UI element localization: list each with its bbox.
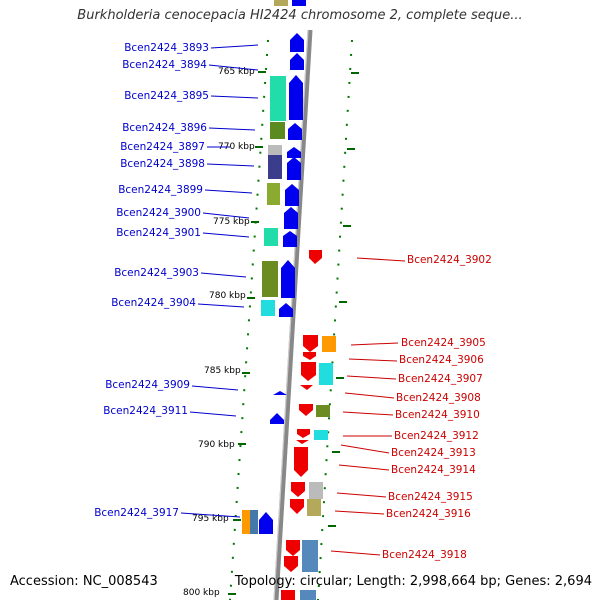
gene-label-right[interactable]: Bcen2424_3918 — [382, 549, 467, 561]
tick-label: 795 kbp — [192, 514, 229, 524]
gene-label-right[interactable]: Bcen2424_3914 — [391, 464, 476, 476]
map-title: Burkholderia cenocepacia HI2424 chromoso… — [77, 8, 523, 23]
gene-label-right[interactable]: Bcen2424_3902 — [407, 254, 492, 266]
gene-label-right[interactable]: Bcen2424_3907 — [398, 373, 483, 385]
gene-label-right[interactable]: Bcen2424_3906 — [399, 354, 484, 366]
tick-marks — [228, 71, 359, 595]
tick-label: 765 kbp — [218, 67, 255, 77]
accession-label: Accession: NC_008543 — [10, 574, 158, 589]
gene-label-right[interactable]: Bcen2424_3912 — [394, 430, 479, 442]
right-leader-lines — [330, 257, 406, 556]
gene-label-right[interactable]: Bcen2424_3908 — [396, 392, 481, 404]
gene-label-left[interactable]: Bcen2424_3900 — [116, 207, 201, 219]
gene-label-left[interactable]: Bcen2424_3899 — [118, 184, 203, 196]
gene-label-left[interactable]: Bcen2424_3896 — [122, 122, 207, 134]
gene-label-right[interactable]: Bcen2424_3910 — [395, 409, 480, 421]
gene-label-left[interactable]: Bcen2424_3894 — [122, 59, 207, 71]
gene-label-left[interactable]: Bcen2424_3901 — [116, 227, 201, 239]
gene-label-left[interactable]: Bcen2424_3895 — [124, 90, 209, 102]
gene-label-left[interactable]: Bcen2424_3909 — [105, 379, 190, 391]
left-leader-lines — [180, 44, 259, 518]
tick-label: 800 kbp — [183, 588, 220, 598]
gene-label-left[interactable]: Bcen2424_3898 — [120, 158, 205, 170]
tick-label: 775 kbp — [213, 217, 250, 227]
gene-label-left[interactable]: Bcen2424_3911 — [103, 405, 188, 417]
gene-label-left[interactable]: Bcen2424_3897 — [120, 141, 205, 153]
gene-label-left[interactable]: Bcen2424_3893 — [124, 42, 209, 54]
top-forward-gene — [292, 0, 306, 6]
forward-genes — [259, 33, 304, 534]
gene-label-left[interactable]: Bcen2424_3904 — [111, 297, 196, 309]
gene-label-right[interactable]: Bcen2424_3916 — [386, 508, 471, 520]
tick-label: 790 kbp — [198, 440, 235, 450]
tick-label: 770 kbp — [218, 142, 255, 152]
tick-label: 785 kbp — [204, 366, 241, 376]
reverse-genes — [281, 250, 322, 600]
tick-label: 780 kbp — [209, 291, 246, 301]
topology-label: Topology: circular; Length: 2,998,664 bp… — [234, 574, 592, 589]
function-boxes — [242, 76, 336, 600]
gene-label-left[interactable]: Bcen2424_3903 — [114, 267, 199, 279]
gene-label-right[interactable]: Bcen2424_3913 — [391, 447, 476, 459]
gene-label-right[interactable]: Bcen2424_3915 — [388, 491, 473, 503]
gene-label-right[interactable]: Bcen2424_3905 — [401, 337, 486, 349]
top-colored-block — [274, 0, 288, 6]
gene-label-left[interactable]: Bcen2424_3917 — [94, 507, 179, 519]
right-dotted-track — [317, 39, 353, 600]
outer-dotted-track — [229, 39, 269, 600]
